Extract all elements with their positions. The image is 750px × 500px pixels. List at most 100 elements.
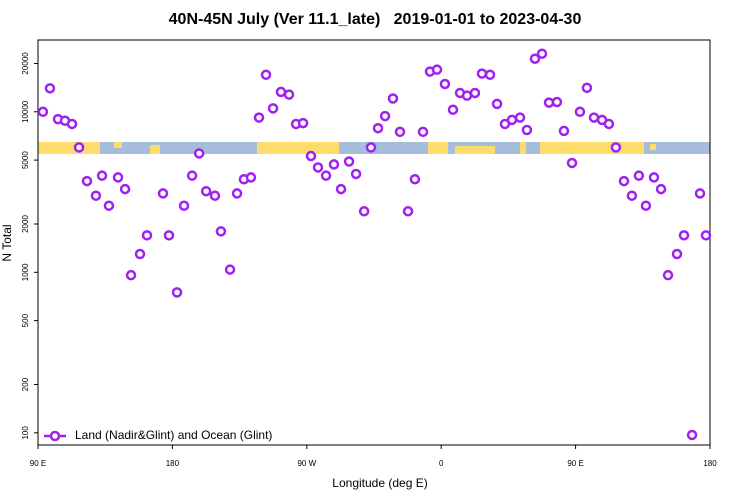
data-point [574,106,586,118]
data-point [103,200,115,211]
y-tick-label: 500 [21,313,30,327]
data-point [671,248,683,260]
data-point [506,114,518,126]
data-point [37,106,49,118]
data-point [119,183,131,195]
data-point [402,206,414,217]
data-point [231,188,243,199]
data-point [640,200,652,211]
data-point [469,87,481,99]
data-point [662,269,674,281]
data-point [694,188,706,199]
data-point [529,53,541,64]
data-point [73,142,85,153]
y-axis-label: N Total [0,224,14,261]
data-point [81,175,93,187]
x-axis-label: Longitude (deg E) [332,476,427,490]
data-point [335,183,347,195]
data-point [44,83,56,94]
data-point [536,48,548,59]
data-point [700,230,712,241]
x-tick-label: 90 W [297,459,316,468]
y-tick-label: 2000 [21,215,30,233]
y-tick-label: 20000 [21,52,30,75]
data-point [372,122,384,134]
data-point [379,110,391,122]
data-point [588,112,600,123]
data-point [157,188,169,199]
x-tick-label: 180 [703,459,717,468]
data-point [610,142,622,153]
data-point [648,172,660,183]
y-tick-label: 200 [21,377,30,391]
legend-label: Land (Nadir&Glint) and Ocean (Glint) [75,428,272,442]
data-point [431,64,443,75]
data-point [417,126,429,138]
data-point [521,124,533,136]
data-point [387,93,399,104]
plot-frame [37,39,711,446]
data-point [626,190,638,201]
data-point [267,103,279,114]
data-point [350,168,362,180]
data-point [283,89,295,100]
data-point [96,170,108,181]
data-point [566,157,578,169]
data-point [447,104,459,115]
data-point [193,148,205,159]
data-point [186,170,198,181]
data-point [209,190,221,201]
data-point [253,112,265,123]
data-point [551,96,563,108]
data-point [678,230,690,241]
data-point [163,230,175,241]
data-point [66,118,78,130]
data-point [343,156,355,167]
data-point [409,173,421,185]
x-tick-label: 90 E [567,459,583,468]
data-point [655,183,667,195]
data-point [514,112,526,123]
data-point [328,159,340,170]
data-point [141,230,153,241]
data-point [618,175,630,187]
x-tick-label: 180 [166,459,180,468]
data-point [297,117,309,129]
data-point [178,200,190,211]
data-point [312,162,324,173]
data-point [305,150,317,162]
data-point [224,264,236,275]
y-tick-label: 5000 [21,151,30,169]
data-point [215,226,227,237]
data-point [633,170,645,181]
data-point [358,206,370,217]
data-point [365,142,377,153]
data-point [200,185,212,197]
data-point [134,248,146,260]
data-point [260,69,272,81]
data-point [245,172,257,183]
data-point [125,269,137,281]
x-tick-label: 90 E [30,459,46,468]
x-tick-label: 0 [439,459,444,468]
data-point [558,125,570,137]
y-tick-label: 1000 [21,263,30,281]
data-point [491,98,503,110]
data-point [686,429,698,441]
data-point [320,170,332,181]
data-point [439,78,451,90]
data-point [484,69,496,81]
data-point [476,68,488,79]
data-point [603,118,615,130]
data-point [112,172,124,183]
data-point [394,126,406,138]
data-point [171,287,183,298]
y-tick-label: 10000 [21,100,30,123]
y-tick-label: 100 [21,426,30,440]
chart-title: 40N-45N July (Ver 11.1_late) 2019-01-01 … [169,11,582,28]
data-point [90,190,102,201]
data-point [275,86,287,98]
legend-marker [49,430,61,442]
data-point [581,82,593,94]
